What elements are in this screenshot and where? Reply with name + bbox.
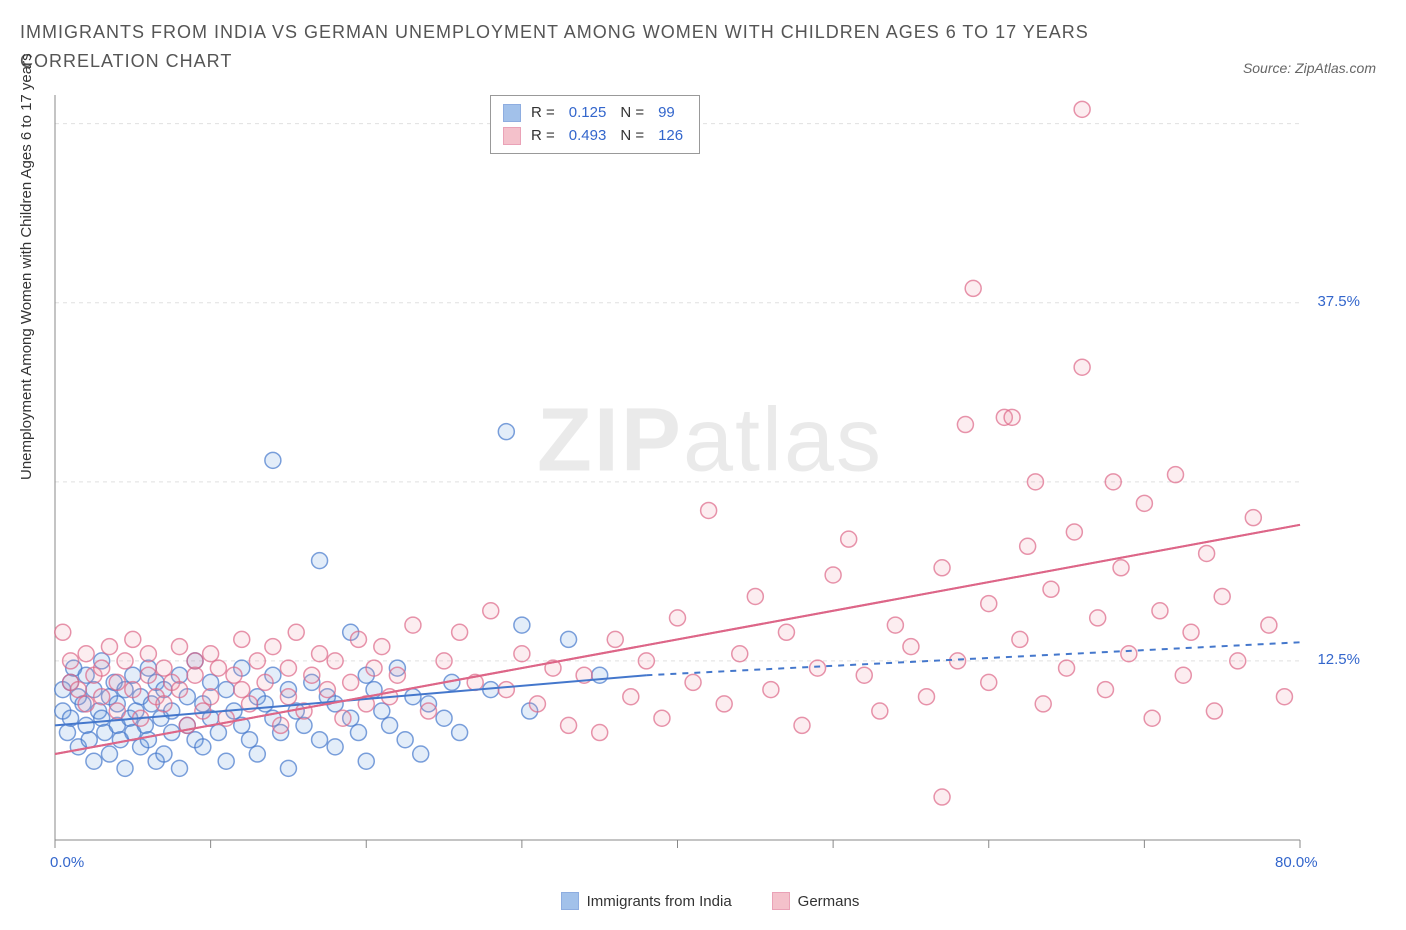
- y-axis-label: Unemployment Among Women with Children A…: [18, 53, 35, 480]
- legend-label-india: Immigrants from India: [587, 893, 732, 910]
- legend-item-germans: Germans: [772, 892, 860, 910]
- scatter-plot: [50, 90, 1370, 870]
- chart-area: ZIPatlas R = 0.125 N = 99 R = 0.493 N = …: [50, 90, 1370, 870]
- legend-item-india: Immigrants from India: [561, 892, 732, 910]
- legend-row-india: R = 0.125 N = 99: [503, 102, 687, 125]
- legend-correlation-stats: R = 0.125 N = 99 R = 0.493 N = 126: [490, 95, 700, 154]
- legend-label-germans: Germans: [798, 893, 860, 910]
- chart-title: IMMIGRANTS FROM INDIA VS GERMAN UNEMPLOY…: [20, 18, 1120, 76]
- swatch-germans-bottom: [772, 892, 790, 910]
- legend-row-germans: R = 0.493 N = 126: [503, 125, 687, 148]
- y-tick-label: 37.5%: [1317, 293, 1360, 310]
- legend-series: Immigrants from India Germans: [50, 892, 1370, 910]
- swatch-india-bottom: [561, 892, 579, 910]
- source-attribution: Source: ZipAtlas.com: [1243, 60, 1376, 76]
- x-tick-label: 0.0%: [50, 854, 84, 871]
- swatch-india: [503, 104, 521, 122]
- swatch-germans: [503, 127, 521, 145]
- y-tick-label: 12.5%: [1317, 651, 1360, 668]
- x-tick-label: 80.0%: [1275, 854, 1318, 871]
